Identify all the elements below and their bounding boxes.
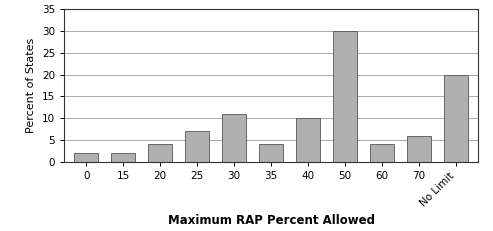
Bar — [148, 144, 172, 162]
Bar — [111, 153, 135, 162]
Bar — [407, 136, 431, 162]
Bar — [259, 144, 283, 162]
Y-axis label: Percent of States: Percent of States — [26, 38, 36, 133]
Bar — [333, 31, 357, 162]
Bar — [444, 75, 468, 162]
Bar — [370, 144, 394, 162]
X-axis label: Maximum RAP Percent Allowed: Maximum RAP Percent Allowed — [168, 214, 375, 227]
Bar — [296, 118, 320, 162]
Bar — [222, 114, 246, 162]
Bar — [185, 131, 209, 162]
Bar — [74, 153, 98, 162]
